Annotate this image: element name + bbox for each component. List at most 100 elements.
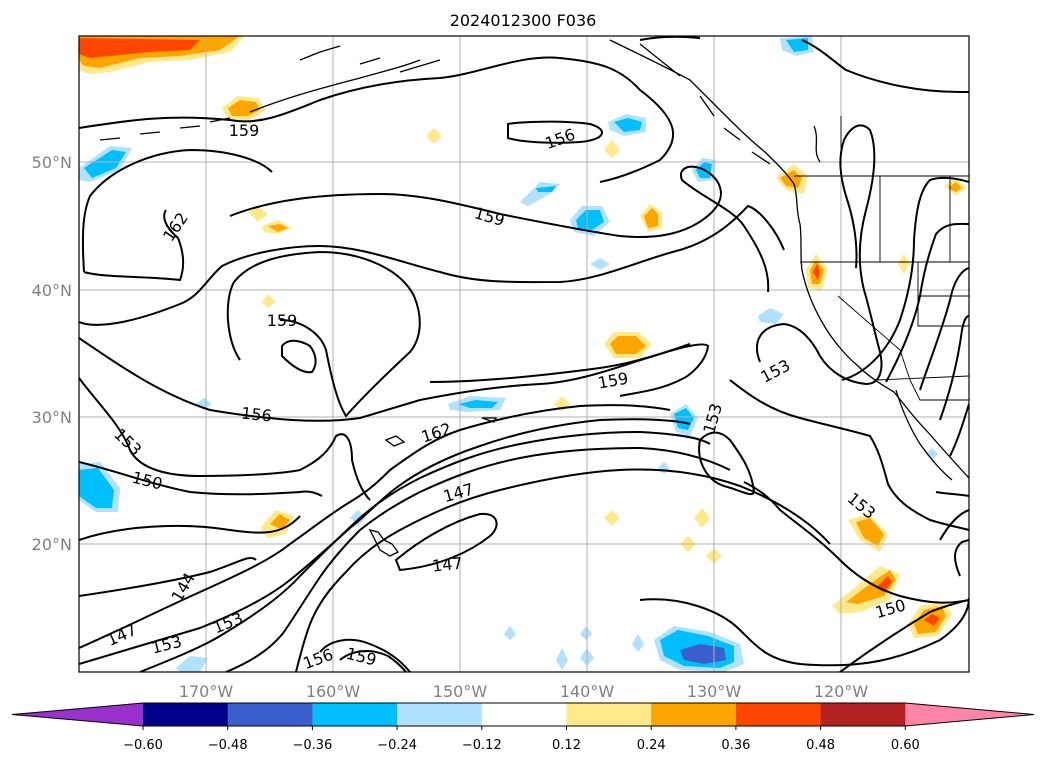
contour-label: 153	[210, 608, 245, 637]
contour-line	[698, 431, 756, 496]
anomaly-patch-negative	[580, 626, 592, 640]
colorbar-tick-label: 0.24	[637, 738, 666, 753]
colorbar-extension-min	[12, 703, 143, 726]
contour-line	[935, 491, 969, 497]
contour-line	[226, 250, 421, 418]
contour-label: 153	[757, 356, 793, 387]
contour-label: 159	[229, 121, 260, 140]
anomaly-patch-negative	[590, 258, 610, 270]
anomaly-patch-negative	[350, 510, 366, 526]
anomaly-patch-positive	[248, 206, 268, 222]
contour-line	[729, 379, 969, 531]
contour-label: 153	[844, 489, 880, 523]
contour-line	[139, 430, 711, 672]
contour-line	[281, 339, 317, 374]
contour-line	[639, 36, 701, 41]
anomaly-patch-positive	[846, 570, 896, 604]
contour-label: 153	[150, 632, 184, 658]
colorbar-tick-label: −0.12	[462, 738, 502, 753]
contour-line	[756, 124, 883, 386]
anomaly-patch-positive	[228, 100, 260, 116]
anomaly-patch-negative	[84, 150, 126, 178]
lat-label: 30°N	[32, 408, 72, 427]
contour-line	[841, 176, 969, 381]
contour-line	[295, 468, 831, 672]
anomaly-patch-positive	[262, 294, 276, 308]
map-frame	[78, 35, 970, 673]
contour-line	[79, 515, 301, 541]
lon-label: 120°W	[814, 682, 869, 701]
contour-line	[801, 39, 969, 93]
anomaly-patch-negative	[658, 462, 670, 474]
contour-label: 159	[472, 203, 507, 230]
lat-label: 20°N	[32, 535, 72, 554]
colorbar-tick-label: −0.48	[208, 738, 248, 753]
shaded-anomaly-layer	[79, 36, 966, 672]
longitude-labels: 170°W 160°W 150°W 140°W 130°W 120°W	[179, 682, 869, 701]
lon-label: 130°W	[687, 682, 742, 701]
contour-line	[954, 539, 969, 577]
coastlines	[99, 39, 969, 557]
contour-label: 147	[431, 553, 463, 575]
map-title: 2024012300 F036	[450, 11, 597, 30]
contour-line	[429, 343, 691, 383]
contour-label: 147	[104, 620, 140, 650]
map-area: 159 156 159 162 159 159 153 156 162 153 …	[79, 36, 969, 673]
anomaly-patch-positive	[694, 508, 710, 528]
anomaly-patch-negative	[632, 634, 644, 652]
anomaly-patch-positive	[604, 510, 620, 526]
anomaly-patch-positive	[79, 38, 200, 58]
colorbar-tick-label: 0.60	[891, 738, 920, 753]
lon-label: 140°W	[560, 682, 615, 701]
contour-line	[394, 512, 498, 572]
contour-line	[939, 315, 969, 421]
height-contours	[79, 36, 969, 672]
anomaly-patch-negative	[458, 400, 498, 408]
contour-line	[229, 165, 770, 293]
contour-line	[339, 650, 407, 672]
contour-line	[79, 377, 371, 501]
anomaly-patch-negative	[786, 38, 808, 52]
lon-label: 160°W	[306, 682, 361, 701]
anomaly-patch-negative	[758, 308, 784, 324]
anomaly-patch-positive	[270, 514, 290, 530]
contour-line	[79, 404, 671, 649]
contour-line	[919, 267, 969, 391]
lon-label: 150°W	[433, 682, 488, 701]
colorbar: −0.60 −0.48 −0.36 −0.24 −0.12 0.12 0.24 0.36 0.4…	[11, 702, 1035, 753]
lat-label: 40°N	[32, 281, 72, 300]
contour-label: 156	[543, 125, 578, 153]
contour-label: 153	[699, 401, 726, 436]
colorbar-segment	[312, 703, 398, 726]
colorbar-tick-label: −0.24	[377, 738, 417, 753]
contour-label: 147	[441, 479, 476, 506]
colorbar-segment	[481, 703, 567, 726]
lon-label: 170°W	[179, 682, 234, 701]
anomaly-patch-negative	[614, 118, 642, 132]
colorbar-extension-max	[905, 703, 1034, 726]
colorbar-tick-label: −0.60	[123, 738, 163, 753]
contour-label: 153	[110, 425, 145, 460]
anomaly-patch-positive	[948, 182, 962, 192]
anomaly-patch-positive	[610, 336, 646, 354]
contour-line	[79, 418, 691, 665]
contour-label: 156	[301, 645, 336, 673]
anomaly-patch-positive	[924, 614, 940, 626]
contour-line	[83, 209, 185, 282]
contour-line	[79, 556, 257, 597]
anomaly-patch-negative	[536, 186, 556, 192]
anomaly-patch-negative	[176, 656, 208, 672]
anomaly-patch-positive	[426, 128, 442, 144]
anomaly-patch-positive	[813, 264, 820, 280]
contour-label: 156	[240, 403, 272, 425]
contour-label: 159	[596, 369, 629, 393]
contour-line	[319, 638, 411, 672]
contour-label: 159	[267, 311, 298, 330]
colorbar-tick-label: 0.48	[806, 738, 835, 753]
anomaly-patch-positive	[856, 518, 884, 546]
graticule	[79, 36, 969, 672]
contour-line	[507, 120, 603, 144]
anomaly-patch-negative	[926, 448, 938, 460]
anomaly-patch-negative	[556, 648, 568, 670]
